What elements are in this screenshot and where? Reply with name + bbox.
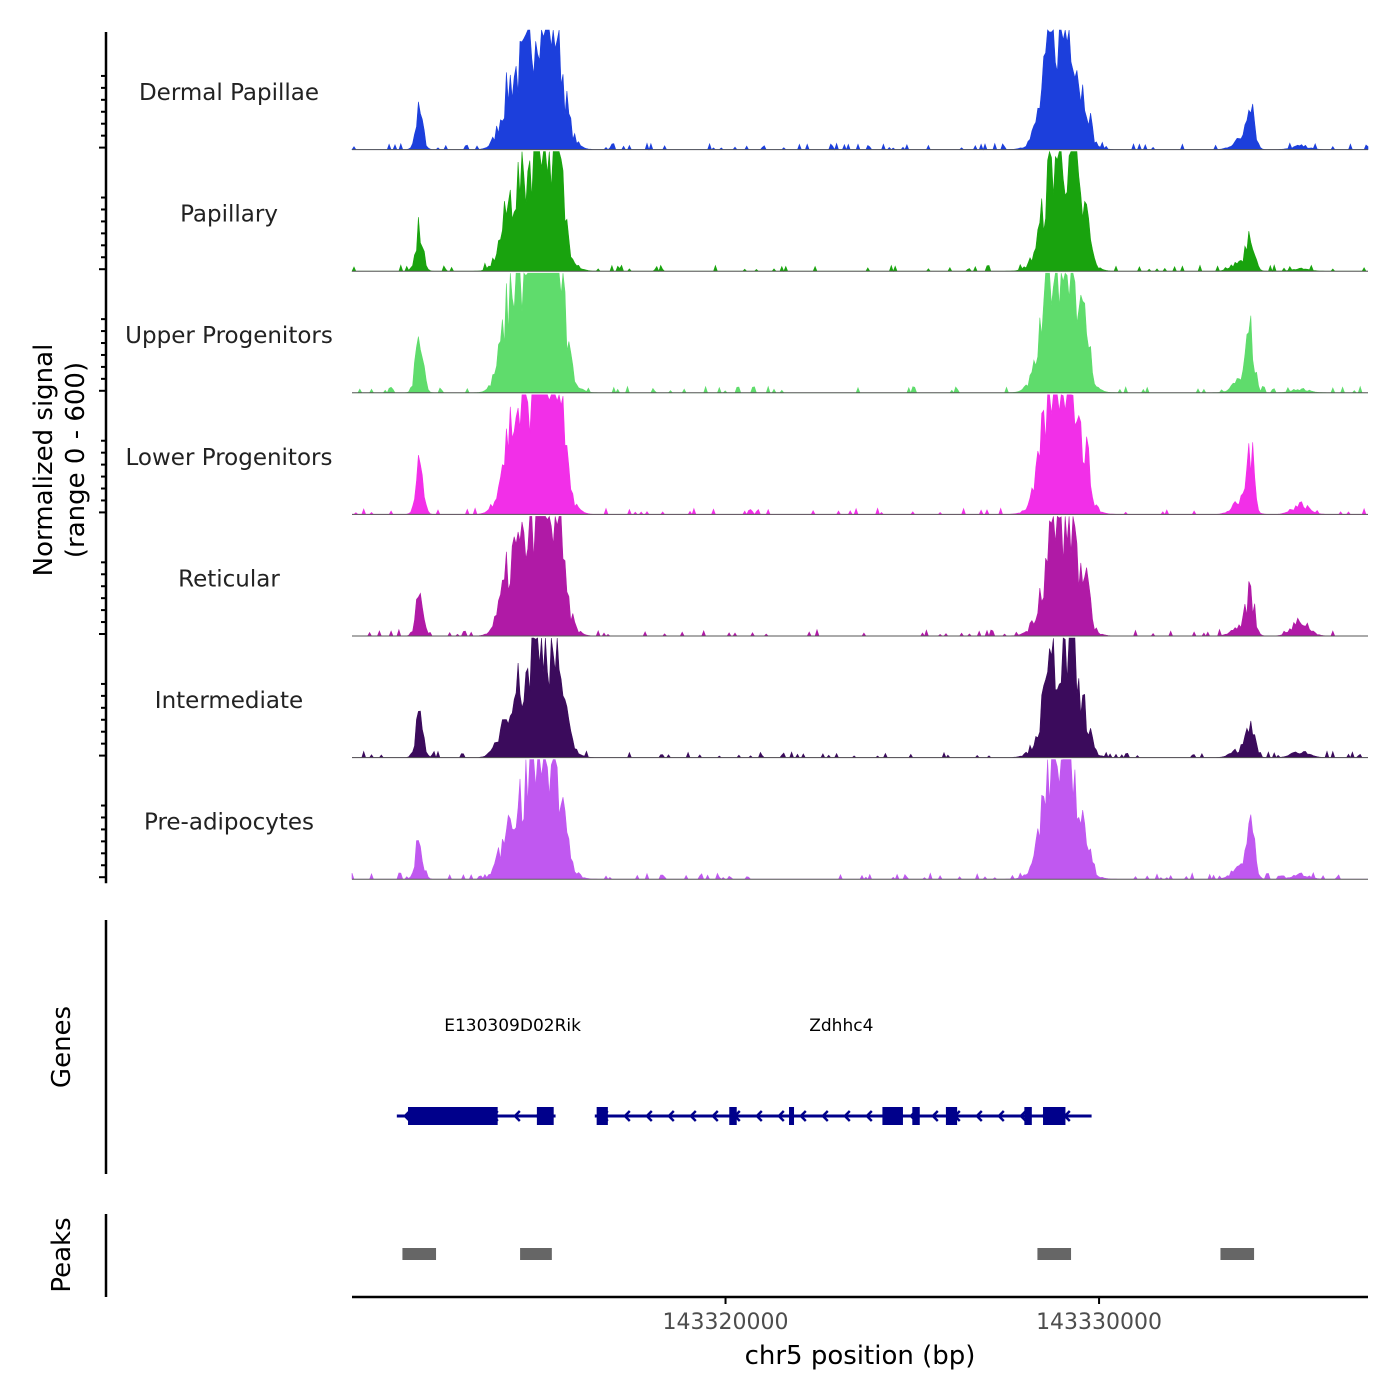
strand-arrow (667, 1110, 675, 1122)
strand-arrow (777, 1110, 785, 1122)
signal-track: Intermediate (155, 637, 1368, 759)
signal-area (352, 272, 1368, 394)
strand-arrow (623, 1110, 631, 1122)
x-axis-title: chr5 position (bp) (745, 1341, 976, 1371)
signal-y-axis (99, 32, 108, 884)
exon (1043, 1107, 1066, 1125)
track-label: Pre-adipocytes (144, 810, 314, 836)
signal-track: Lower Progenitors (126, 394, 1368, 516)
signal-track: Upper Progenitors (125, 272, 1368, 394)
gene-label: E130309D02Rik (444, 1016, 581, 1036)
strand-arrow (821, 1110, 829, 1122)
signal-area (351, 150, 1368, 273)
exon (912, 1107, 920, 1125)
signal-track: Papillary (180, 150, 1368, 273)
exon (596, 1107, 608, 1125)
exon (536, 1107, 554, 1125)
strand-arrow (975, 1110, 983, 1122)
track-label: Upper Progenitors (125, 323, 333, 349)
strand-arrow (755, 1110, 763, 1122)
signal-area (352, 394, 1368, 516)
signal-area (352, 637, 1368, 759)
signal-axis-title-line2: (range 0 - 600) (61, 362, 91, 558)
exon (1024, 1107, 1032, 1125)
x-axis: 143320000 143330000 (352, 1295, 1368, 1335)
peak-region (402, 1248, 437, 1260)
track-label: Reticular (178, 566, 280, 592)
track-label: Dermal Papillae (139, 80, 319, 106)
gene-model: Zdhhc4 (594, 1016, 1092, 1125)
exon (789, 1107, 795, 1125)
peaks-axis-title: Peaks (47, 1217, 77, 1292)
signal-track: Reticular (178, 515, 1368, 637)
peak-region (520, 1248, 552, 1260)
track-label: Intermediate (155, 688, 303, 714)
strand-arrow (689, 1110, 697, 1122)
strand-arrow (931, 1110, 939, 1122)
signal-area (351, 759, 1368, 880)
peak-region (1220, 1248, 1255, 1260)
track-label: Papillary (180, 202, 278, 228)
signal-tracks: Dermal Papillae Papillary Upper Progenitor… (125, 29, 1369, 880)
strand-arrow (1019, 1110, 1027, 1122)
exon (408, 1107, 498, 1125)
strand-arrow (843, 1110, 851, 1122)
peak-track (104, 1214, 1255, 1297)
gene-label: Zdhhc4 (809, 1016, 873, 1036)
exon (729, 1107, 737, 1125)
strand-arrow (865, 1110, 873, 1122)
gene-model: E130309D02Rik (396, 1016, 581, 1125)
x-tick-label: 143320000 (663, 1310, 789, 1335)
x-tick-label: 143330000 (1036, 1310, 1162, 1335)
strand-arrow (711, 1110, 719, 1122)
signal-axis-title-line1: Normalized signal (29, 344, 59, 577)
peak-region (1037, 1248, 1072, 1260)
exon (945, 1107, 958, 1125)
signal-track: Pre-adipocytes (144, 759, 1368, 880)
strand-arrow (799, 1110, 807, 1122)
signal-area (352, 515, 1368, 637)
gene-track: E130309D02Rik Zdhhc4 (104, 920, 1092, 1174)
strand-arrow (645, 1110, 653, 1122)
strand-arrow (513, 1110, 521, 1122)
exon (882, 1107, 903, 1125)
signal-area (351, 29, 1369, 151)
signal-track: Dermal Papillae (139, 29, 1369, 151)
track-label: Lower Progenitors (126, 445, 333, 471)
genes-axis-title: Genes (47, 1006, 77, 1088)
strand-arrow (997, 1110, 1005, 1122)
